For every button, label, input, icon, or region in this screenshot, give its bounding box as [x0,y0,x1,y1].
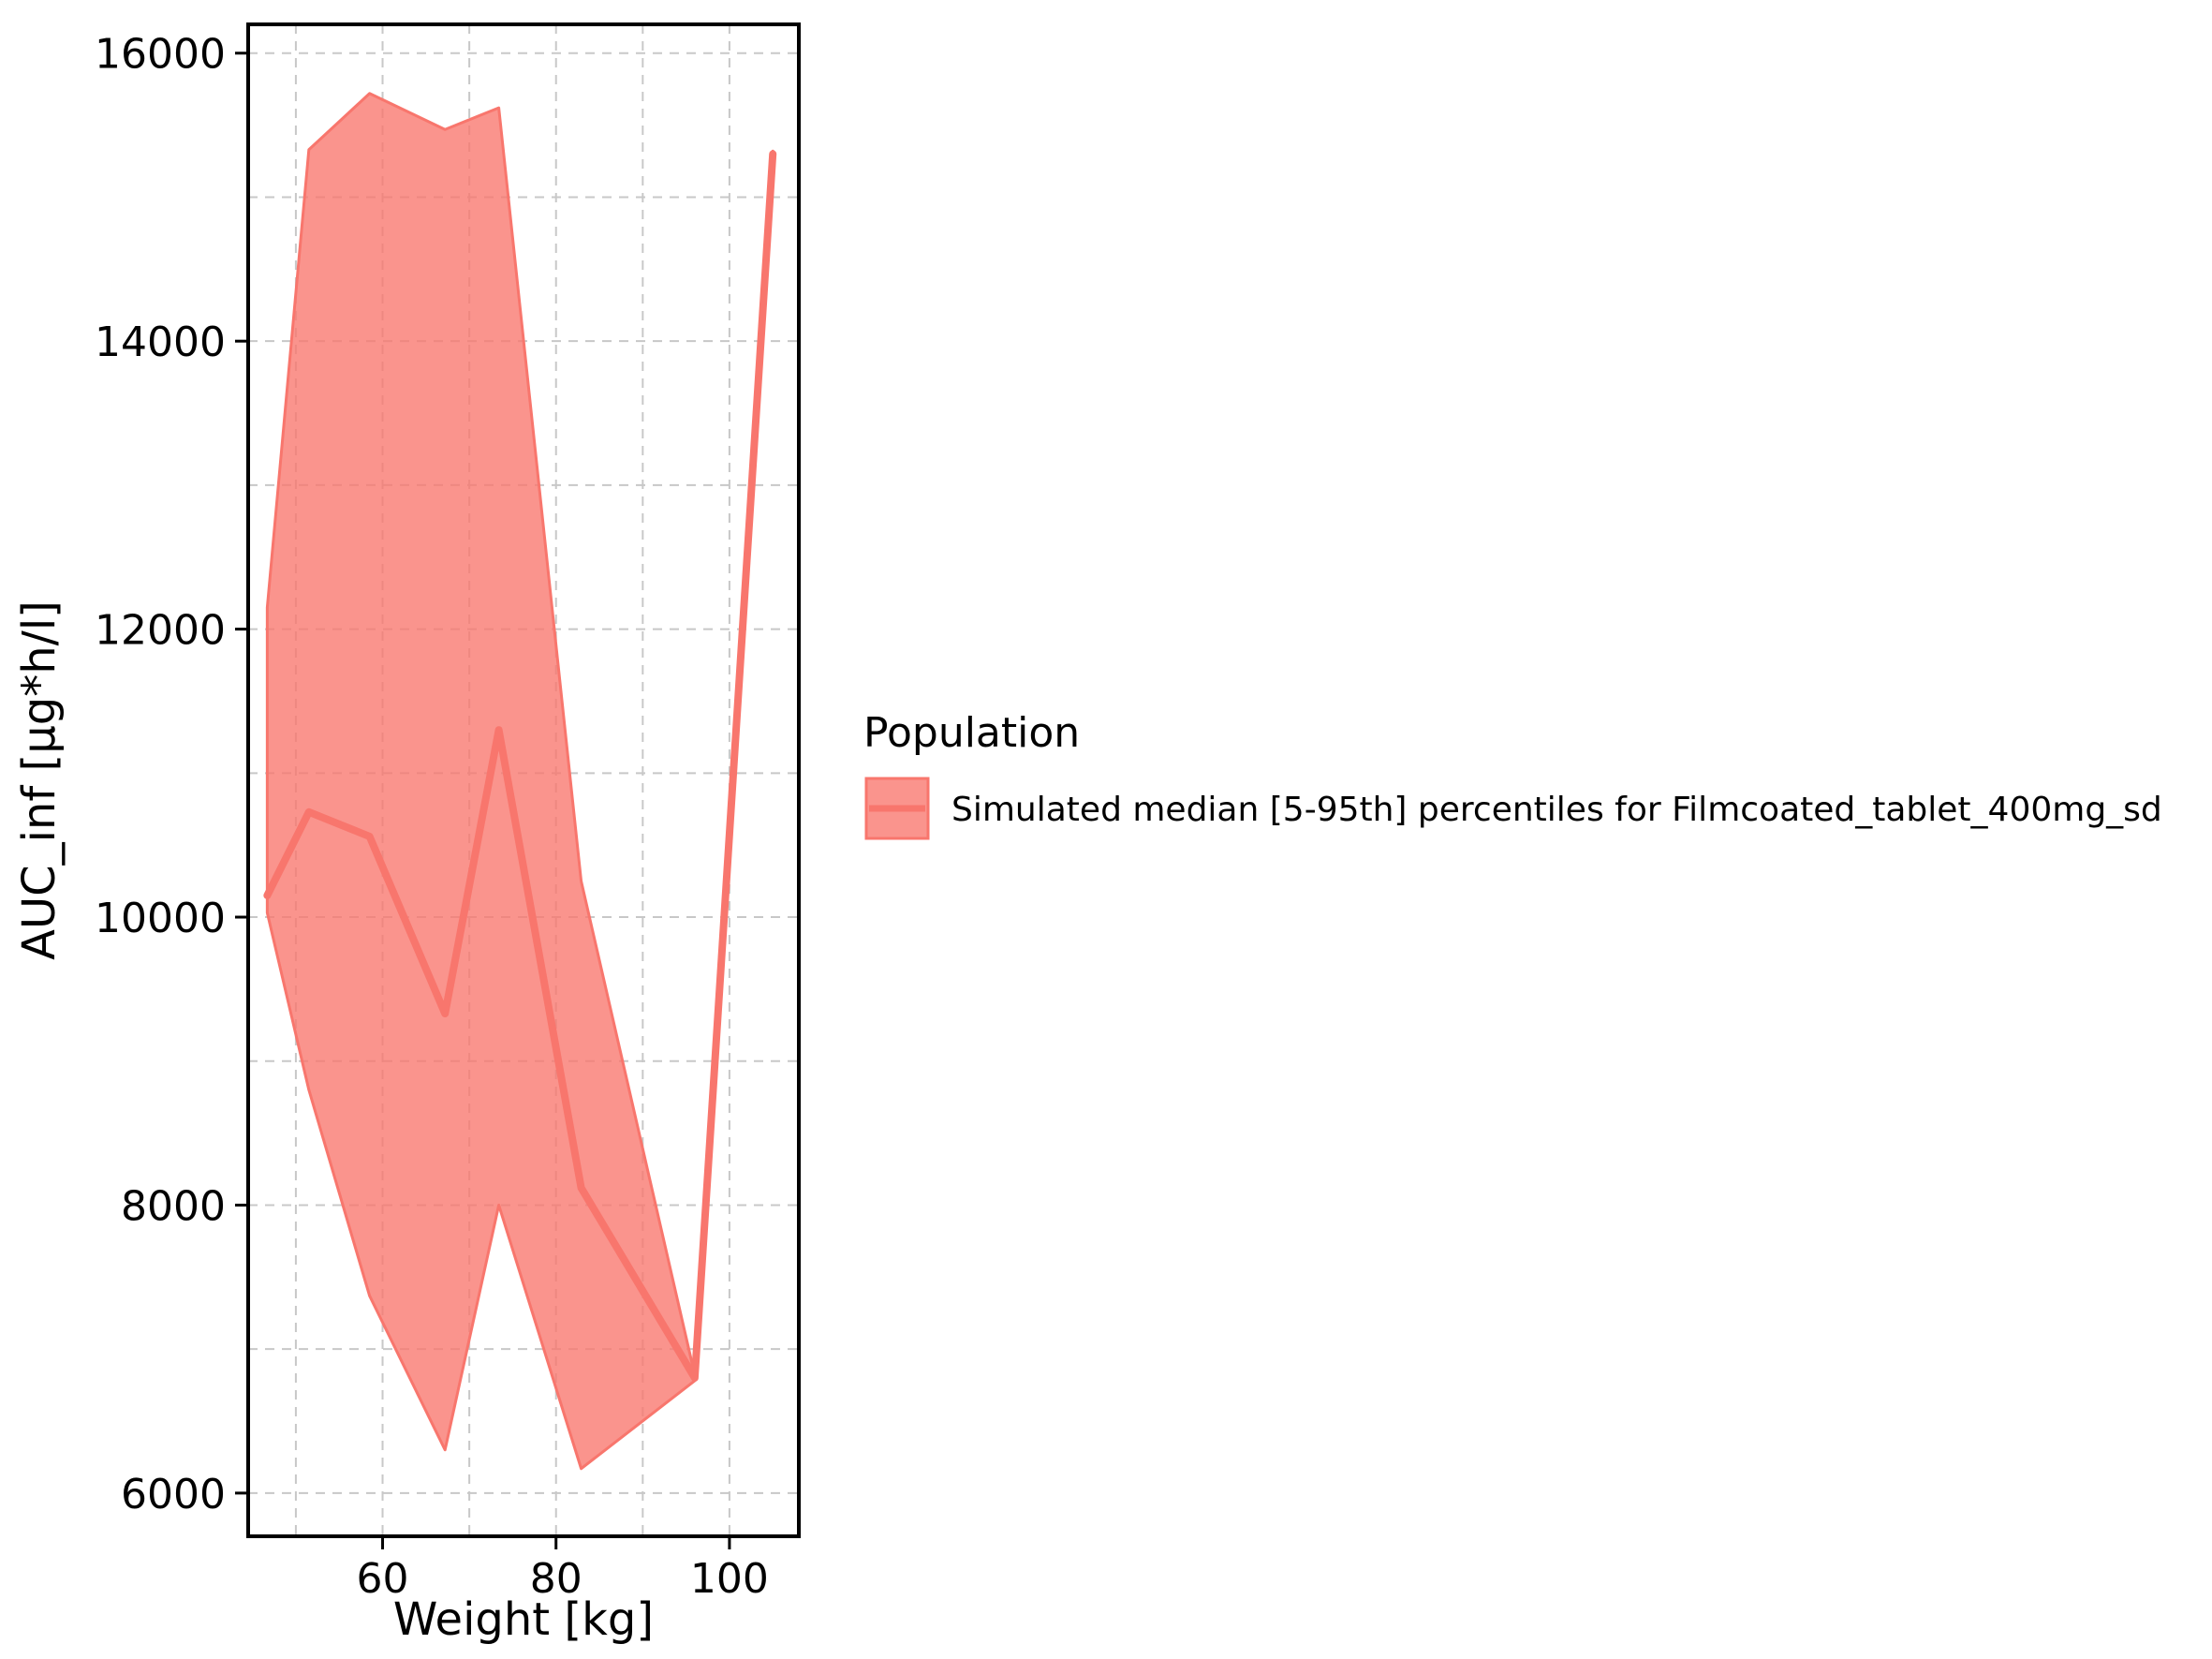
x-axis: 60 80 100 [357,1536,769,1603]
x-axis-title: Weight [kg] [393,1593,654,1646]
y-axis-title: AUC_inf [µg*h/l] [13,600,66,960]
percentile-band [265,92,774,1471]
plot-frame [246,22,801,1538]
percentile-band-layer [265,92,774,1471]
y-tick-label: 12000 [95,607,226,655]
x-tick-label: 100 [690,1555,769,1603]
legend-entry-label: Simulated median [5-95th] percentiles fo… [951,791,2162,829]
y-tick-label: 16000 [95,31,226,79]
y-tick-label: 10000 [95,895,226,942]
legend: Population Simulated median [5-95th] per… [863,709,2162,840]
median-line [263,150,777,1382]
x-tick-label: 80 [530,1555,582,1603]
legend-title: Population [863,709,1080,757]
median-line-layer [263,150,777,1382]
y-axis: 6000 8000 10000 12000 14000 16000 [95,31,248,1518]
y-tick-label: 6000 [121,1471,226,1518]
x-tick-label: 60 [357,1555,409,1603]
y-tick-label: 8000 [121,1182,226,1230]
y-tick-label: 14000 [95,318,226,366]
